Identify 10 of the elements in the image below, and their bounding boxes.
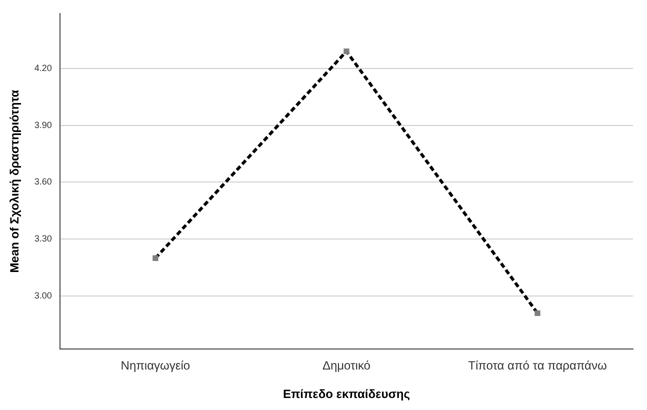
y-axis-title: Mean of Σχολική δραστηριότητα [8, 89, 22, 273]
x-axis-title: Επίπεδο εκπαίδευσης [282, 387, 410, 402]
y-tick-label: 3.60 [34, 176, 52, 187]
y-tick-label: 4.20 [34, 62, 52, 73]
y-tick-label: 3.30 [34, 234, 52, 244]
y-tick-label: 3.00 [34, 290, 52, 301]
x-tick-label: Νηπιαγωγείο [120, 358, 190, 373]
x-tick-label: Τίποτα από τα παραπάνω [468, 358, 607, 373]
x-tick-label: Δημοτικό [322, 358, 371, 373]
y-tick-label: 3.90 [34, 120, 52, 130]
